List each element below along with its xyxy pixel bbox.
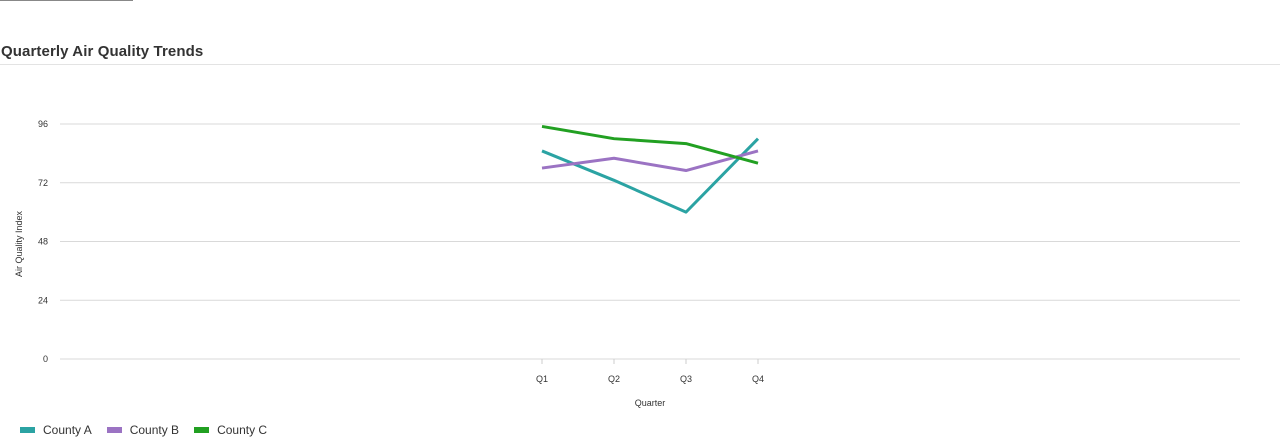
series-line-county-c: [541, 124, 759, 165]
chart-title: Quarterly Air Quality Trends: [1, 43, 204, 60]
legend-swatch: [20, 427, 35, 433]
y-tick-label: 24: [38, 295, 48, 305]
y-tick-label: 0: [43, 354, 48, 364]
legend-label: County C: [217, 423, 268, 437]
series-line-county-a: [541, 137, 760, 214]
x-tick-label: Q4: [752, 374, 764, 384]
legend-item[interactable]: County A: [20, 423, 92, 437]
legend-label: County A: [43, 423, 92, 437]
x-tick-label: Q2: [608, 374, 620, 384]
y-tick-label: 96: [38, 119, 48, 129]
x-tick-label: Q1: [536, 374, 548, 384]
y-tick-label: 72: [38, 178, 48, 188]
series-line-county-b: [541, 149, 759, 173]
legend-swatch: [194, 427, 210, 433]
legend-swatch: [106, 427, 122, 433]
chart-legend: County A County B County C: [20, 423, 267, 437]
chart-header: Quarterly Air Quality Trends: [0, 42, 1280, 65]
top-divider: [0, 0, 133, 1]
y-axis-label: Air Quality Index: [14, 210, 24, 277]
legend-item[interactable]: County C: [194, 423, 267, 437]
legend-label: County B: [129, 423, 180, 437]
x-axis-label: Quarter: [635, 398, 666, 408]
y-tick-label: 48: [38, 237, 48, 247]
legend-item[interactable]: County B: [106, 423, 180, 437]
x-tick-label: Q3: [680, 374, 692, 384]
